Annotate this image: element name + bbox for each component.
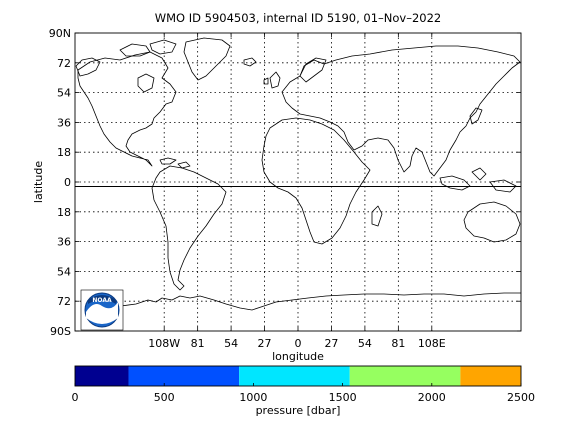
y-tick-label: 72: [57, 295, 71, 308]
coast-madagascar: [371, 205, 383, 227]
colorbar-tick-label: 500: [154, 391, 175, 404]
coast-hudson-bay: [137, 73, 155, 93]
x-tick-label: 54: [224, 337, 238, 350]
colorbar-label: pressure [dbar]: [256, 404, 341, 417]
coast-scandinavia: [299, 57, 327, 83]
coast-japan: [469, 107, 483, 125]
y-tick-label: 54: [57, 265, 71, 278]
colorbar-segment: [75, 366, 129, 386]
y-tick-label: 72: [57, 57, 71, 70]
noaa-logo-text: NOAA: [92, 297, 112, 304]
coast-british-isles: [263, 71, 281, 89]
coast-antarctica: [120, 292, 521, 311]
world-map: NOAA 108W 81 54 27 0 27 54 81 108E 90N7254361801…: [32, 27, 522, 363]
coast-south-america: [151, 165, 227, 291]
coast-australia: [463, 201, 521, 243]
x-tick-label: 54: [358, 337, 372, 350]
x-tick-label: 108W: [148, 337, 180, 350]
x-tick-label: 81: [191, 337, 205, 350]
y-tick-label: 18: [57, 146, 71, 159]
x-tick-labels: 108W 81 54 27 0 27 54 81 108E: [148, 337, 446, 350]
y-axis-label: latitude: [32, 161, 45, 203]
colorbar-segment: [460, 366, 521, 386]
y-tick-label: 0: [64, 176, 71, 189]
coast-alaska: [75, 57, 101, 77]
coast-southeast-asia: [439, 167, 517, 193]
colorbar-segment: [239, 366, 350, 386]
colorbar-tick-label: 0: [72, 391, 79, 404]
colorbar-segment: [349, 366, 461, 386]
colorbar-segments: [75, 366, 521, 386]
y-tick-label: 90N: [49, 27, 71, 40]
coast-north-america: [77, 51, 177, 167]
y-tick-labels: 90N 72 54 36 18 0 18 36 54 72 90S: [49, 27, 71, 338]
coast-greenland: [183, 37, 231, 81]
y-tick-label: 36: [57, 116, 71, 129]
colorbar-ticks: 0 500 1000 1500 2000 2500: [72, 383, 535, 404]
y-tick-label: 18: [57, 206, 71, 219]
map-axes: [74, 32, 522, 332]
colorbar-tick-label: 1500: [329, 391, 357, 404]
coast-africa: [261, 117, 371, 245]
x-tick-label: 0: [295, 337, 302, 350]
x-axis-label: longitude: [272, 350, 324, 363]
y-tick-label: 36: [57, 236, 71, 249]
y-tick-label: 54: [57, 87, 71, 100]
coast-eurasia: [281, 45, 521, 177]
x-tick-label: 27: [258, 337, 272, 350]
coast-iceland: [243, 57, 257, 67]
colorbar-tick-label: 2500: [507, 391, 535, 404]
pressure-colorbar: 0 500 1000 1500 2000 2500 pressure [dbar]: [72, 365, 535, 417]
figure-title: WMO ID 5904503, internal ID 5190, 01–Nov…: [155, 11, 442, 25]
noaa-logo: NOAA: [80, 289, 124, 331]
coast-caribbean: [159, 157, 191, 169]
x-tick-label: 108E: [418, 337, 446, 350]
colorbar-tick-label: 2000: [418, 391, 446, 404]
coast-arctic-islands: [119, 39, 177, 57]
colorbar-segment: [128, 366, 240, 386]
coastlines: [75, 37, 521, 311]
map-gridlines: [75, 33, 521, 331]
x-tick-label: 27: [324, 337, 338, 350]
y-tick-label: 90S: [50, 325, 71, 338]
colorbar-tick-label: 1000: [239, 391, 267, 404]
x-tick-label: 81: [391, 337, 405, 350]
colorbar-frame: [74, 365, 522, 387]
